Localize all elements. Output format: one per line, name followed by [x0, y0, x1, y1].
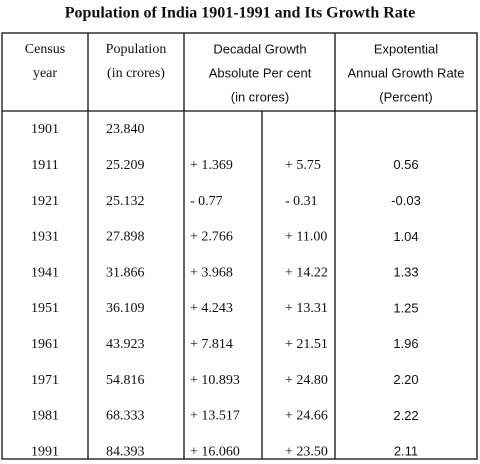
cell-text: - 0.31: [285, 194, 318, 209]
cell-text: 1911: [31, 158, 58, 173]
cell-text: -0.03: [391, 193, 421, 208]
header-text: (in crores): [231, 89, 290, 104]
cell-text: 84.393: [106, 444, 145, 459]
cell-text: + 4.243: [190, 301, 233, 316]
cell-text: + 1.369: [190, 158, 233, 173]
cell-text: - 0.77: [190, 194, 223, 209]
cell-text: + 13.31: [285, 301, 328, 316]
cell-text: + 7.814: [190, 337, 233, 352]
header-text: Annual Growth Rate: [347, 65, 464, 80]
cell-text: 1.33: [393, 265, 418, 280]
cell-text: 1931: [31, 230, 59, 245]
header-text: Census: [25, 42, 65, 57]
cell-text: 1941: [31, 265, 59, 280]
cell-text: 2.11: [394, 444, 418, 459]
cell-text: 1971: [31, 373, 59, 388]
title: Population of India 1901-1991 and Its Gr…: [65, 5, 415, 22]
cell-text: 25.209: [106, 158, 145, 173]
cell-text: 31.866: [106, 265, 145, 280]
cell-text: + 23.50: [285, 444, 328, 459]
cell-text: 1921: [31, 194, 59, 209]
cell-text: + 14.22: [285, 265, 328, 280]
cell-text: 27.898: [106, 230, 145, 245]
cell-text: 43.923: [106, 337, 145, 352]
cell-text: + 24.66: [285, 409, 328, 424]
cell-text: + 13.517: [190, 409, 240, 424]
cell-text: 1961: [31, 337, 59, 352]
table-border: [1, 32, 478, 460]
cell-text: 2.22: [393, 408, 418, 423]
cell-text: 68.333: [106, 409, 145, 424]
cell-text: 1981: [31, 409, 59, 424]
cell-text: 1901: [31, 122, 59, 137]
cell-text: + 24.80: [285, 373, 328, 388]
header-text: Population: [106, 42, 167, 57]
cell-text: 1951: [31, 301, 59, 316]
header-text: (Percent): [379, 89, 432, 104]
cell-text: + 5.75: [285, 158, 321, 173]
cell-text: 25.132: [106, 194, 145, 209]
cell-text: 23.840: [106, 122, 145, 137]
cell-text: 1.96: [393, 336, 418, 351]
cell-text: + 16.060: [190, 444, 240, 459]
cell-text: + 21.51: [285, 337, 328, 352]
header-text: Expotential: [374, 41, 438, 56]
cell-text: 1.04: [393, 229, 418, 244]
cell-text: 36.109: [106, 301, 145, 316]
header-text: Absolute Per cent: [209, 65, 312, 80]
cell-text: + 2.766: [190, 230, 233, 245]
cell-text: + 10.893: [190, 373, 240, 388]
header-text: Decadal Growth: [213, 41, 306, 56]
cell-text: 54.816: [106, 373, 145, 388]
cell-text: 0.56: [393, 157, 418, 172]
cell-text: + 11.00: [285, 230, 327, 245]
header-text: (in crores): [107, 66, 165, 81]
cell-text: 1991: [31, 444, 59, 459]
header-text: year: [33, 66, 57, 81]
cell-text: 1.25: [393, 300, 418, 315]
cell-text: + 3.968: [190, 265, 233, 280]
cell-text: 2.20: [393, 372, 418, 387]
